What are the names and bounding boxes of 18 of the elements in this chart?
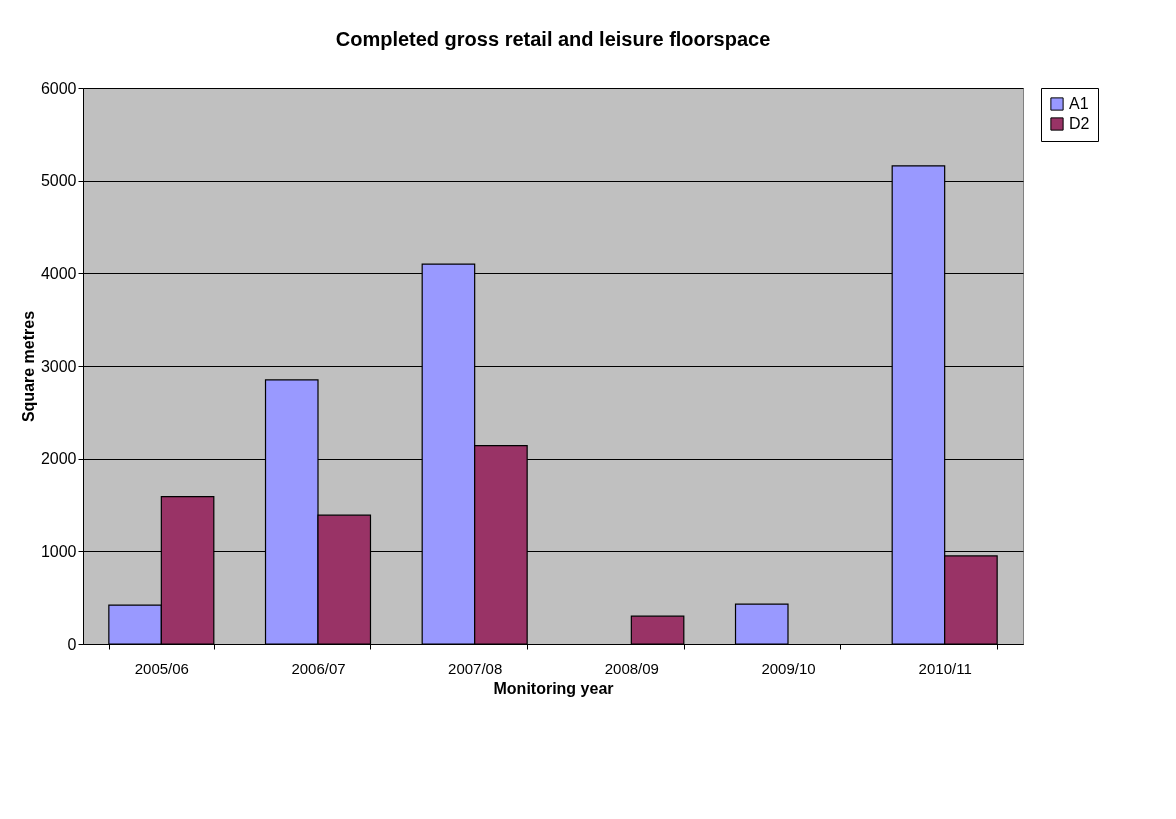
y-tick-label: 2000 bbox=[40, 450, 77, 468]
x-tick-label: 2006/07 bbox=[291, 659, 346, 677]
chart-title: Completed gross retail and leisure floorspace bbox=[335, 28, 771, 50]
y-tick-label: 4000 bbox=[40, 264, 77, 282]
y-tick-label: 1000 bbox=[40, 542, 77, 560]
legend-label: D2 bbox=[1069, 115, 1090, 132]
legend-label: A1 bbox=[1069, 95, 1089, 112]
x-tick-label: 2008/09 bbox=[604, 659, 659, 677]
x-tick-label: 2005/06 bbox=[134, 659, 189, 677]
y-tick-label: 3000 bbox=[40, 357, 77, 375]
x-tick-label: 2009/10 bbox=[761, 659, 816, 677]
x-tick-label: 2010/11 bbox=[918, 659, 972, 677]
y-tick-label: 0 bbox=[67, 635, 77, 653]
y-axis-title: Square metres bbox=[19, 310, 37, 423]
y-tick-label: 6000 bbox=[40, 79, 77, 97]
x-axis-title: Monitoring year bbox=[493, 679, 614, 697]
x-tick-label: 2007/08 bbox=[448, 659, 503, 677]
y-tick-label: 5000 bbox=[40, 172, 77, 190]
